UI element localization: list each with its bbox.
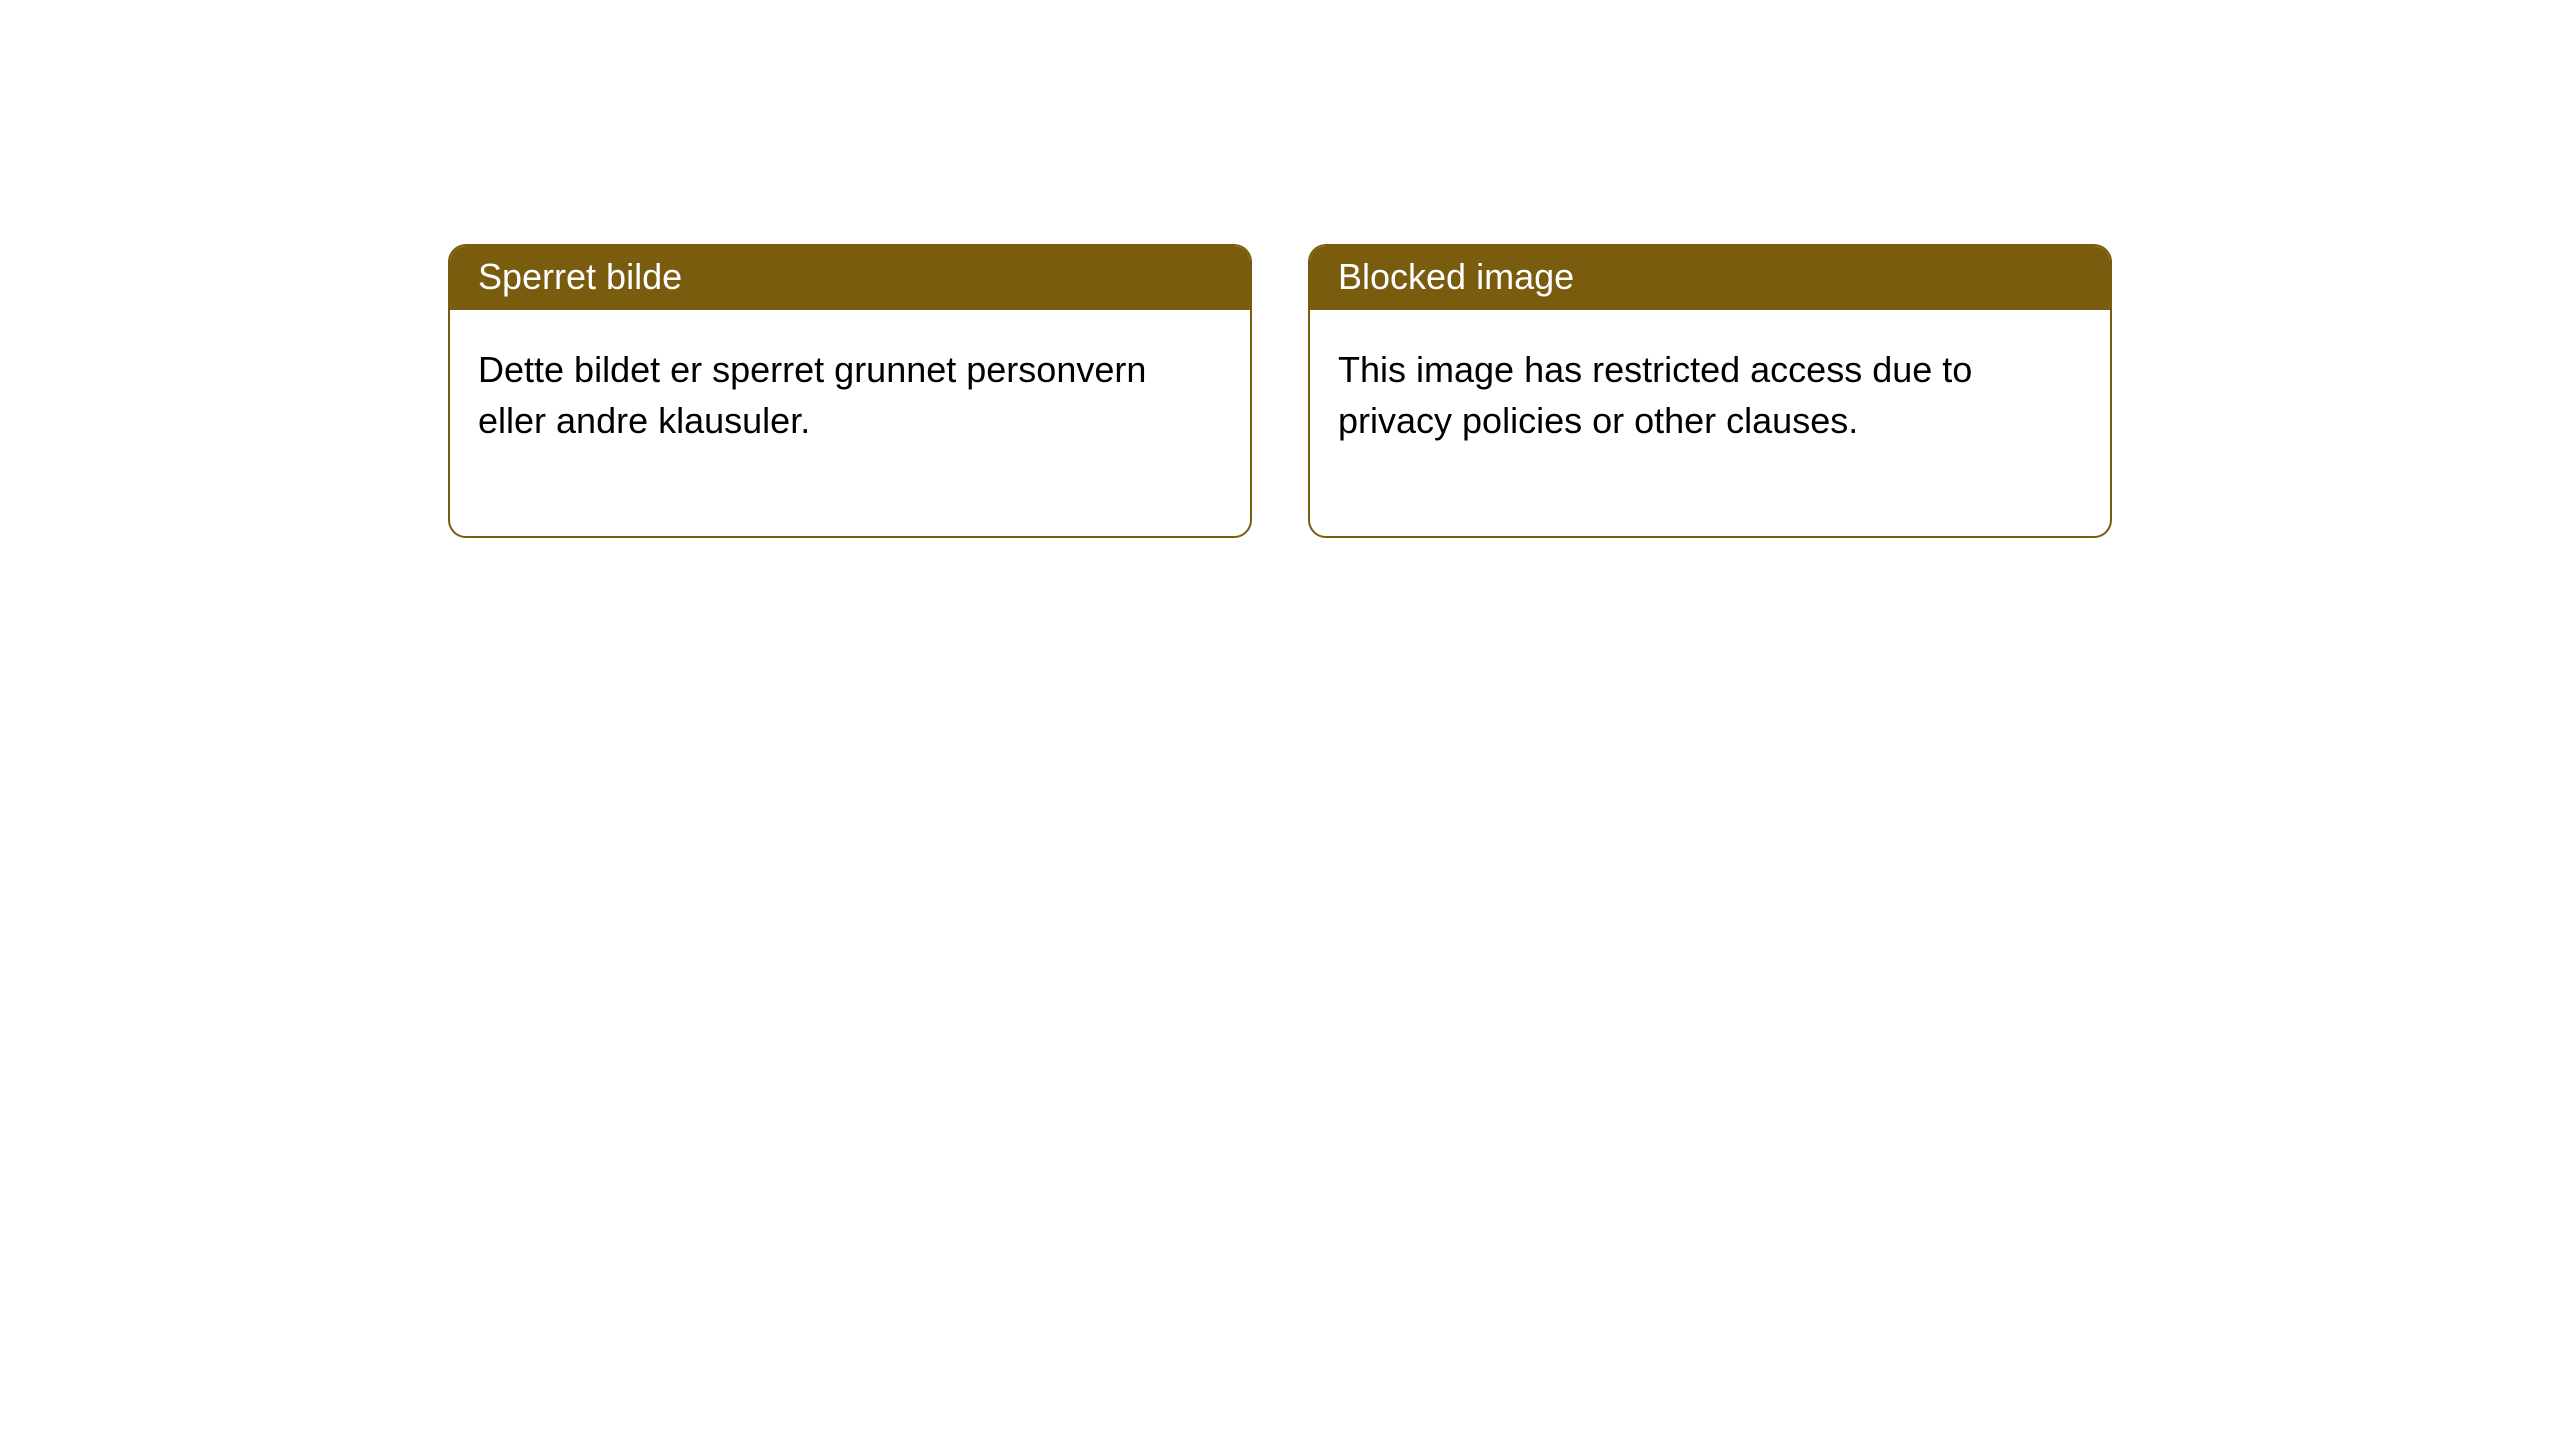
notice-title: Sperret bilde bbox=[450, 246, 1250, 310]
notice-card-english: Blocked image This image has restricted … bbox=[1308, 244, 2112, 538]
notice-card-norwegian: Sperret bilde Dette bildet er sperret gr… bbox=[448, 244, 1252, 538]
notice-message: This image has restricted access due to … bbox=[1310, 310, 2110, 536]
notice-message: Dette bildet er sperret grunnet personve… bbox=[450, 310, 1250, 536]
notice-title: Blocked image bbox=[1310, 246, 2110, 310]
notice-container: Sperret bilde Dette bildet er sperret gr… bbox=[0, 0, 2560, 538]
